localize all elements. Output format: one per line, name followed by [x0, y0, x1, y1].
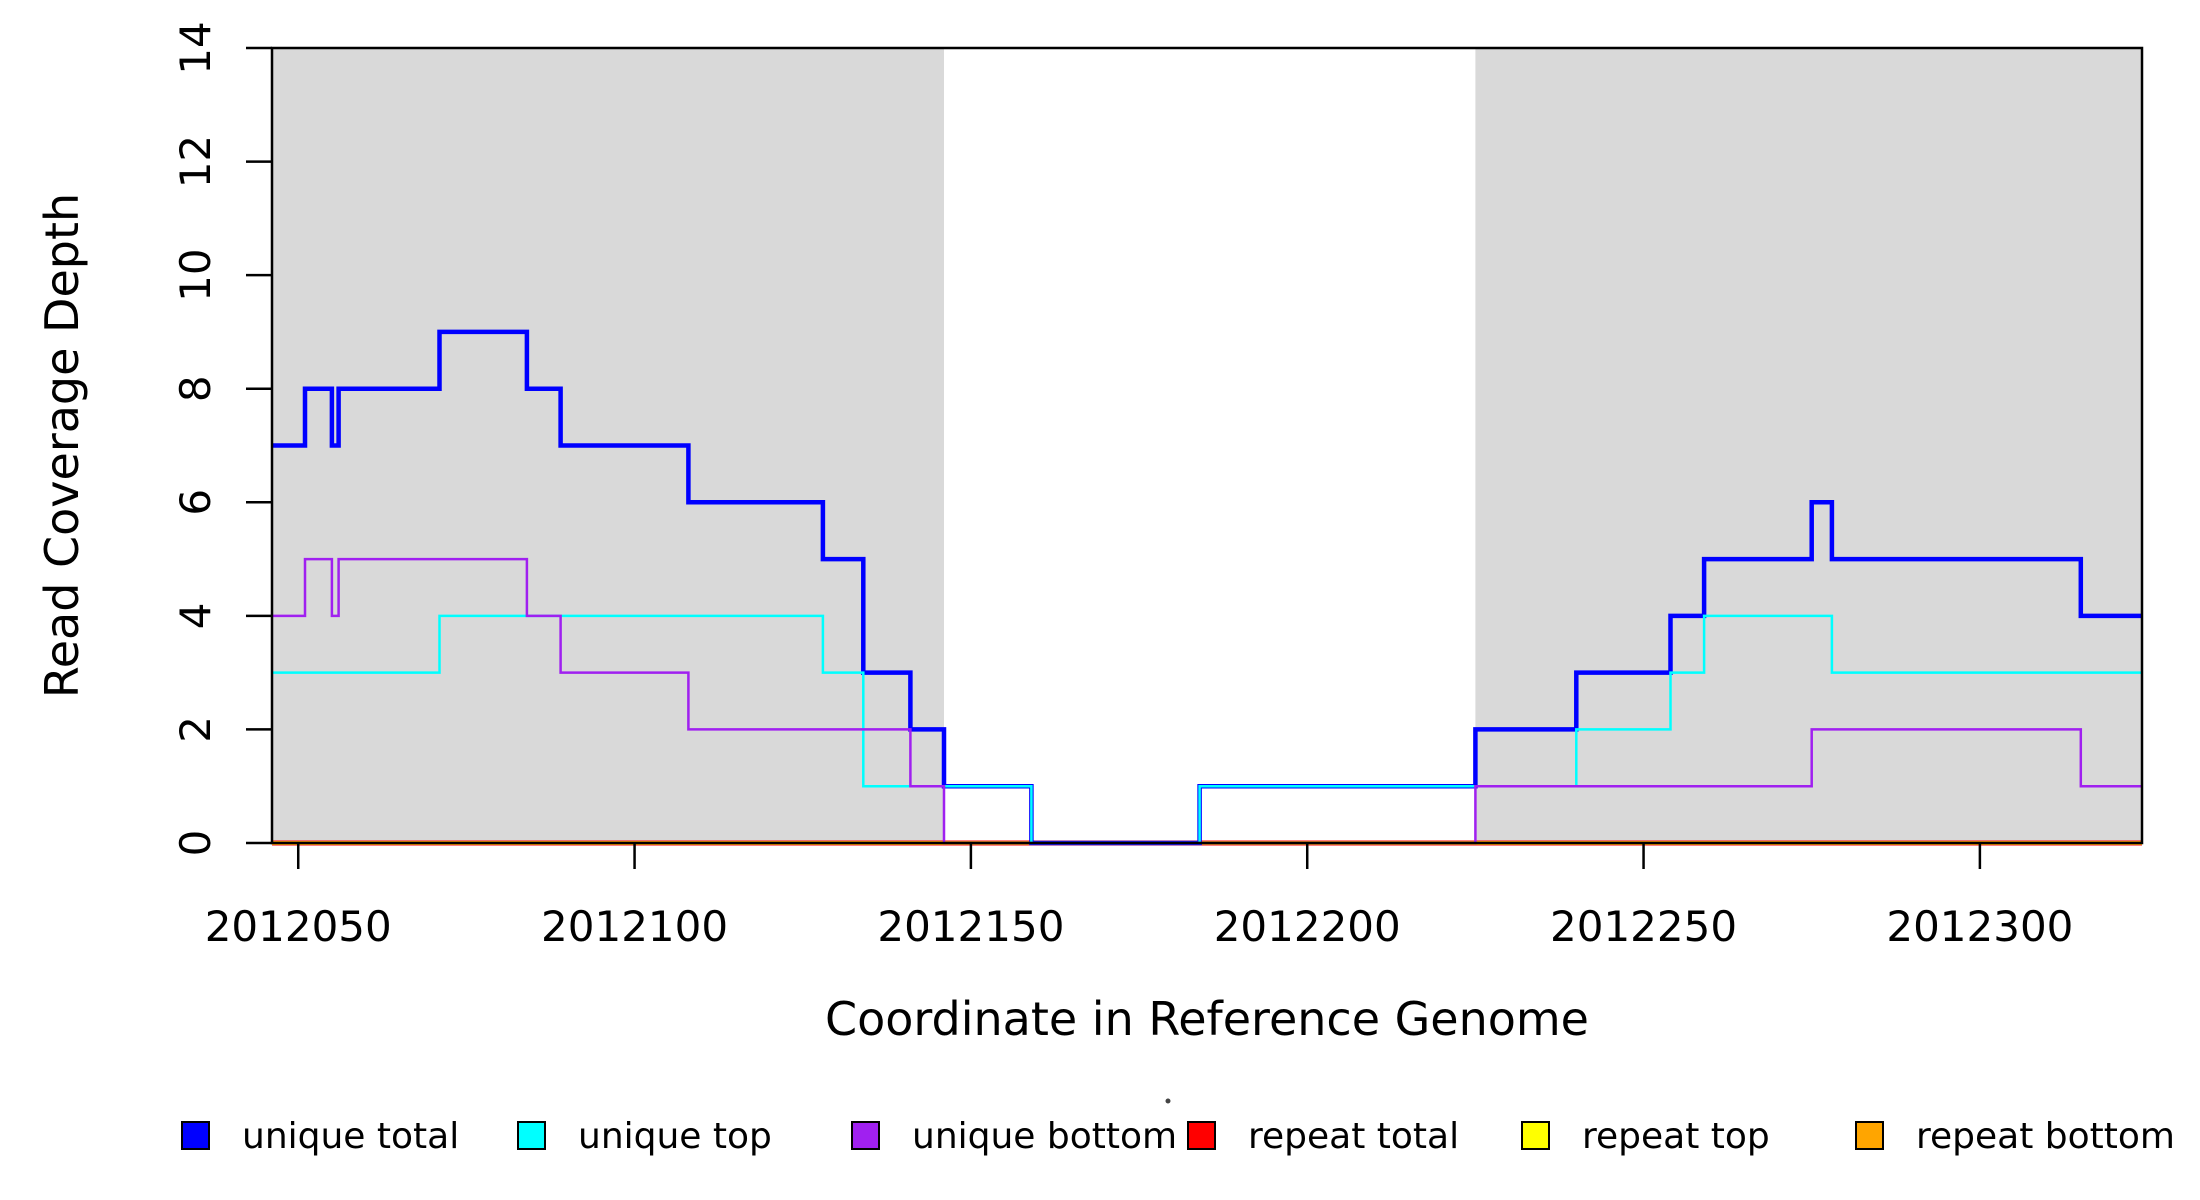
- plot-box: [270, 46, 2144, 845]
- legend-label: unique bottom: [912, 1116, 1177, 1157]
- y-axis-title: Read Coverage Depth: [35, 193, 89, 698]
- x-tick-label: 2012050: [205, 902, 392, 951]
- legend-label: repeat total: [1248, 1116, 1459, 1157]
- y-tick-label: 12: [171, 135, 220, 188]
- legend-item-unique-bottom: unique bottom: [851, 1116, 1177, 1157]
- y-tick-label: 0: [171, 830, 220, 857]
- x-tick-label: 2012250: [1550, 902, 1737, 951]
- legend-item-repeat-top: repeat top: [1521, 1116, 1770, 1157]
- legend-swatch-unique-bottom: [851, 1121, 880, 1150]
- legend-label: repeat top: [1582, 1116, 1770, 1157]
- y-tick-label: 6: [171, 489, 220, 516]
- shaded-region-1: [1475, 48, 2142, 843]
- x-tick-label: 2012100: [541, 902, 728, 951]
- series-unique-total: [272, 329, 2142, 846]
- legend-item-unique-top: unique top: [517, 1116, 772, 1157]
- y-tick-label: 4: [171, 602, 220, 629]
- legend-swatch-repeat-top: [1521, 1121, 1550, 1150]
- legend-item-repeat-total: repeat total: [1187, 1116, 1459, 1157]
- x-axis-title: Coordinate in Reference Genome: [825, 992, 1589, 1046]
- legend-swatch-repeat-bottom: [1855, 1121, 1884, 1150]
- y-tick-label: 14: [171, 21, 220, 74]
- legend-swatch-unique-total: [181, 1121, 210, 1150]
- stray-dot-artifact: [1165, 1098, 1171, 1104]
- legend-item-repeat-bottom: repeat bottom: [1855, 1116, 2175, 1157]
- y-tick-label: 8: [171, 375, 220, 402]
- x-tick-label: 2012300: [1886, 902, 2073, 951]
- y-axis: 0 2 4 6 8 10 12 14: [171, 21, 272, 856]
- series-unique-top: [272, 614, 2142, 845]
- legend-label: repeat bottom: [1916, 1116, 2175, 1157]
- shaded-regions: [272, 48, 2142, 843]
- legend-label: unique total: [242, 1116, 459, 1157]
- x-tick-label: 2012150: [877, 902, 1064, 951]
- series-unique-bottom: [272, 557, 2142, 845]
- legend-swatch-repeat-total: [1187, 1121, 1216, 1150]
- y-tick-label: 2: [171, 716, 220, 743]
- x-tick-label: 2012200: [1214, 902, 1401, 951]
- legend-label: unique top: [578, 1116, 772, 1157]
- legend-item-unique-total: unique total: [181, 1116, 459, 1157]
- y-tick-label: 10: [171, 248, 220, 301]
- legend-swatch-unique-top: [517, 1121, 546, 1150]
- legend: unique total unique top unique bottom repea…: [181, 1116, 2175, 1157]
- x-axis: 2012050 2012100 2012150 2012200 2012250 20123…: [205, 843, 2073, 951]
